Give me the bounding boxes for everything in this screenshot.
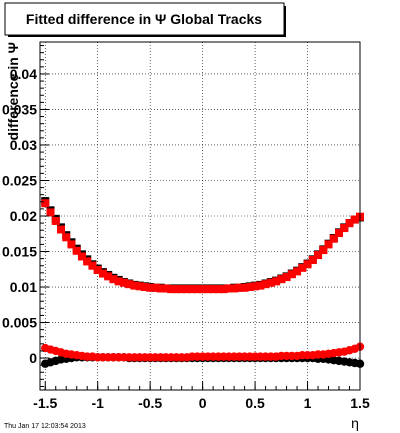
title-box-shadow-right <box>284 6 286 37</box>
data-point-square <box>119 278 128 287</box>
data-point-square <box>350 215 359 224</box>
y-tick-label: 0.04 <box>10 66 37 82</box>
data-point-square <box>230 284 239 293</box>
y-tick-label: 0.005 <box>2 315 37 331</box>
series-3 <box>41 342 365 362</box>
data-point-square <box>41 199 50 208</box>
chart-title: Fitted difference in Ψ Global Tracks <box>26 11 262 27</box>
x-tick-label: -0.5 <box>138 395 162 411</box>
y-tick-label: 0.015 <box>2 244 37 260</box>
data-point-square <box>46 208 55 217</box>
y-tick-label: 0.025 <box>2 172 37 188</box>
data-points <box>41 197 365 368</box>
data-point-square <box>182 285 191 294</box>
y-axis-label: difference in Ψ <box>5 42 21 140</box>
y-tick-label: 0.01 <box>10 279 37 295</box>
title-box-shadow-bottom <box>8 35 286 37</box>
data-point-square <box>256 281 265 290</box>
data-point-square <box>146 283 155 292</box>
data-point-square <box>324 240 333 249</box>
data-point-square <box>345 219 354 228</box>
data-point-square <box>240 283 249 292</box>
data-point-square <box>303 260 312 269</box>
data-point-square <box>98 269 107 278</box>
data-point-square <box>56 225 65 234</box>
data-point-square <box>340 224 349 233</box>
data-point-square <box>272 277 281 286</box>
data-point-square <box>319 246 328 255</box>
data-point-square <box>130 281 139 290</box>
data-point-square <box>261 280 270 289</box>
data-point-square <box>198 285 207 294</box>
data-point-square <box>172 285 181 294</box>
data-point-square <box>282 273 291 282</box>
axis-ticks <box>40 45 361 390</box>
data-point-square <box>77 252 86 261</box>
x-tick-label: 1.5 <box>350 395 370 411</box>
data-point-square <box>114 277 123 286</box>
grid <box>40 42 361 390</box>
data-point-square <box>161 284 170 293</box>
data-point-square <box>140 283 149 292</box>
data-point-square <box>188 285 197 294</box>
data-point-square <box>266 278 275 287</box>
y-tick-labels: 0 0.005 0.01 0.015 0.02 0.025 0.03 0.035 0.04 <box>2 66 37 366</box>
data-point-square <box>88 261 97 270</box>
x-tick-label: 1 <box>304 395 312 411</box>
data-point-square <box>203 285 212 294</box>
data-point-square <box>245 283 254 292</box>
x-tick-label: -1.5 <box>33 395 57 411</box>
data-point-square <box>104 272 113 281</box>
y-tick-label: 0.02 <box>10 208 37 224</box>
data-point-square <box>93 265 102 274</box>
data-point-square <box>177 285 186 294</box>
data-point-square <box>193 285 202 294</box>
data-point-square <box>156 284 165 293</box>
title-box <box>4 2 285 36</box>
data-point-square <box>72 246 81 255</box>
y-tick-label: 0 <box>29 350 37 366</box>
data-point-square <box>287 270 296 279</box>
data-point-square <box>314 251 323 260</box>
data-point-square <box>308 256 317 265</box>
data-point-square <box>214 285 223 294</box>
data-point-square <box>209 285 218 294</box>
x-tick-labels: -1.5 -1 -0.5 0 0.5 1 1.5 <box>33 395 370 411</box>
data-point-square <box>151 283 160 292</box>
x-axis-label: η <box>351 415 359 431</box>
data-point-square <box>109 275 118 284</box>
data-point-square <box>298 263 307 272</box>
data-point-square <box>235 283 244 292</box>
x-tick-label: 0.5 <box>245 395 265 411</box>
x-tick-label: 0 <box>199 395 207 411</box>
data-point-square <box>224 284 233 293</box>
y-tick-label: 0.03 <box>10 137 37 153</box>
data-point-square <box>251 282 260 291</box>
timestamp: Thu Jan 17 12:03:54 2013 <box>4 423 86 430</box>
data-point-square <box>83 257 92 266</box>
x-tick-label: -1 <box>91 395 104 411</box>
y-tick-label: 0.035 <box>2 101 37 117</box>
data-point-square <box>329 234 338 243</box>
data-point-square <box>277 275 286 284</box>
data-point-square <box>62 233 71 242</box>
data-point-square <box>335 229 344 238</box>
data-point-square <box>293 267 302 276</box>
data-point-square <box>167 285 176 294</box>
data-point-square <box>135 282 144 291</box>
data-point-square <box>67 240 76 249</box>
data-point-square <box>51 216 60 225</box>
data-point-square <box>125 280 134 289</box>
series-1 <box>41 199 364 294</box>
data-point-square <box>219 285 228 294</box>
